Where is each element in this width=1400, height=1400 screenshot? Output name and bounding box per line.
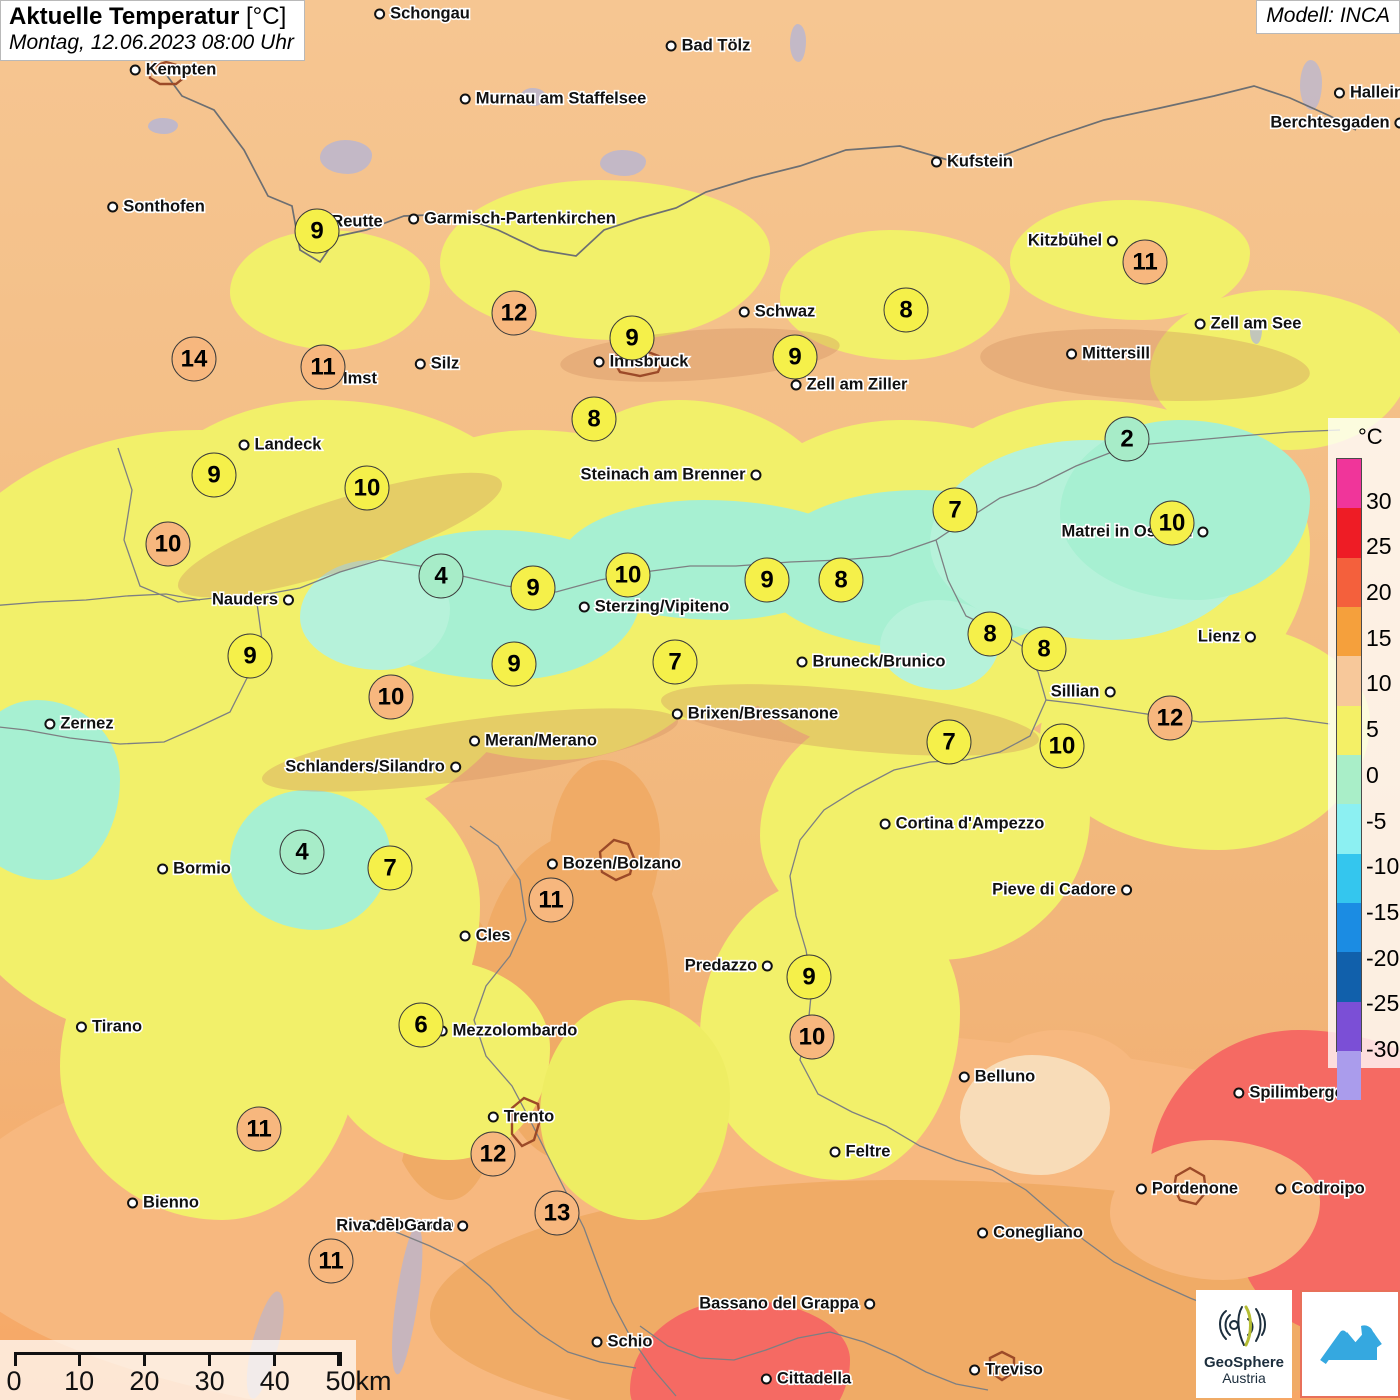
scale-bar-tick (208, 1352, 212, 1366)
color-legend-tick: 25 (1366, 533, 1392, 560)
color-legend-tick: 30 (1366, 487, 1392, 514)
color-legend-segment (1337, 754, 1361, 805)
temperature-marker[interactable]: 6 (398, 1002, 444, 1048)
color-legend-tick: 20 (1366, 579, 1392, 606)
temperature-marker[interactable]: 10 (145, 521, 191, 567)
scale-bar-label: 20 (129, 1366, 160, 1396)
temperature-marker[interactable]: 11 (1122, 239, 1168, 285)
scale-bar-tick (273, 1352, 277, 1366)
temperature-marker[interactable]: 9 (227, 633, 273, 679)
color-legend-segment (1337, 656, 1361, 706)
scale-bar-label: 30 (194, 1366, 225, 1396)
scale-bar-label: 10 (64, 1366, 95, 1396)
temperature-marker[interactable]: 7 (926, 719, 972, 765)
temperature-marker[interactable]: 13 (534, 1190, 580, 1236)
scale-bar-tick (338, 1352, 342, 1366)
geosphere-swirl-icon (1219, 1305, 1266, 1347)
geosphere-logo-sub: Austria (1222, 1370, 1266, 1387)
temperature-marker[interactable]: 14 (171, 336, 217, 382)
temperature-marker[interactable]: 11 (308, 1238, 354, 1284)
temperature-marker[interactable]: 9 (786, 954, 832, 1000)
temperature-marker[interactable]: 2 (1104, 416, 1150, 462)
temperature-marker[interactable]: 9 (609, 315, 655, 361)
color-legend-segment (1337, 459, 1361, 509)
scale-bar-tick (142, 1352, 146, 1366)
scale-bar-line (14, 1352, 340, 1366)
temperature-marker[interactable]: 12 (470, 1131, 516, 1177)
temperature-marker[interactable]: 4 (279, 829, 325, 875)
color-legend-segment (1337, 853, 1361, 903)
geosphere-logo-name: GeoSphere (1203, 1354, 1285, 1372)
color-legend-segment (1337, 557, 1361, 607)
temperature-marker[interactable]: 10 (605, 552, 651, 598)
color-legend-tick: 0 (1366, 761, 1379, 788)
color-legend: °C 30 25 20 15 10 5 0 -5 -10 -15 -20 -25 -30 (1328, 418, 1400, 1101)
title-box: Aktuelle Temperatur [°C] Montag, 12.06.2… (0, 0, 305, 62)
color-legend-segment (1337, 606, 1361, 657)
color-legend-tick: -10 (1366, 853, 1400, 880)
temperature-marker[interactable]: 12 (491, 290, 537, 336)
temperature-marker[interactable]: 10 (789, 1014, 835, 1060)
temperature-marker[interactable]: 10 (1039, 723, 1085, 769)
temperature-marker[interactable]: 11 (236, 1106, 282, 1152)
page-title-text: Aktuelle Temperatur (9, 3, 240, 30)
color-legend-segment (1337, 952, 1361, 1002)
color-legend-tick: 10 (1366, 670, 1392, 697)
temperature-marker[interactable]: 10 (368, 674, 414, 720)
color-legend-tick: 5 (1366, 716, 1379, 743)
color-legend-segment (1337, 1001, 1361, 1051)
color-legend-segment (1337, 705, 1361, 755)
scale-bar-label: 50km (325, 1366, 392, 1396)
temperature-marker[interactable]: 8 (571, 396, 617, 442)
scale-bar-tick (77, 1352, 81, 1366)
page-title: Aktuelle Temperatur [°C] (9, 3, 294, 31)
geosphere-logo: GeoSphere Austria (1196, 1290, 1292, 1398)
color-legend-tick: -25 (1366, 990, 1400, 1017)
color-legend-tick: -15 (1366, 898, 1400, 925)
mountain-cloud-icon (1320, 1325, 1382, 1365)
app-logo (1300, 1290, 1400, 1398)
model-label: Modell: INCA (1256, 0, 1400, 34)
temperature-marker[interactable]: 8 (818, 557, 864, 603)
color-legend-segment (1337, 804, 1361, 854)
temperature-marker[interactable]: 11 (300, 344, 346, 390)
temperature-marker[interactable]: 8 (1021, 626, 1067, 672)
temperature-marker[interactable]: 11 (528, 877, 574, 923)
color-legend-tick: 15 (1366, 624, 1392, 651)
temperature-marker[interactable]: 10 (344, 465, 390, 511)
temperature-marker[interactable]: 12 (1147, 695, 1193, 741)
scale-bar-label: 40 (259, 1366, 290, 1396)
color-legend-strip (1336, 458, 1362, 1101)
temperature-marker[interactable]: 9 (510, 565, 556, 611)
temperature-marker[interactable]: 9 (191, 452, 237, 498)
temperature-marker[interactable]: 7 (367, 845, 413, 891)
scale-bar: 0 10 20 30 40 50km (0, 1340, 392, 1400)
temperature-marker[interactable]: 9 (744, 557, 790, 603)
color-legend-segment (1337, 1050, 1361, 1101)
temperature-marker[interactable]: 10 (1149, 500, 1195, 546)
color-legend-tick: -30 (1366, 1036, 1400, 1062)
color-legend-segment (1337, 508, 1361, 558)
temperature-marker[interactable]: 8 (967, 611, 1013, 657)
scale-bar-label: 0 (6, 1366, 22, 1396)
temperature-marker[interactable]: 7 (932, 487, 978, 533)
timestamp-label: Montag, 12.06.2023 08:00 Uhr (9, 30, 294, 54)
color-legend-tick: -5 (1366, 807, 1387, 834)
temperature-marker[interactable]: 8 (883, 287, 929, 333)
temperature-marker[interactable]: 9 (491, 641, 537, 687)
temperature-marker[interactable]: 7 (652, 639, 698, 685)
color-legend-unit: °C (1358, 424, 1383, 449)
color-legend-segment (1337, 902, 1361, 953)
temperature-marker[interactable]: 4 (418, 553, 464, 599)
temperature-marker[interactable]: 9 (772, 334, 818, 380)
page-title-unit: [°C] (245, 3, 287, 30)
color-legend-tick: -20 (1366, 944, 1400, 971)
temperature-marker[interactable]: 9 (294, 208, 340, 254)
